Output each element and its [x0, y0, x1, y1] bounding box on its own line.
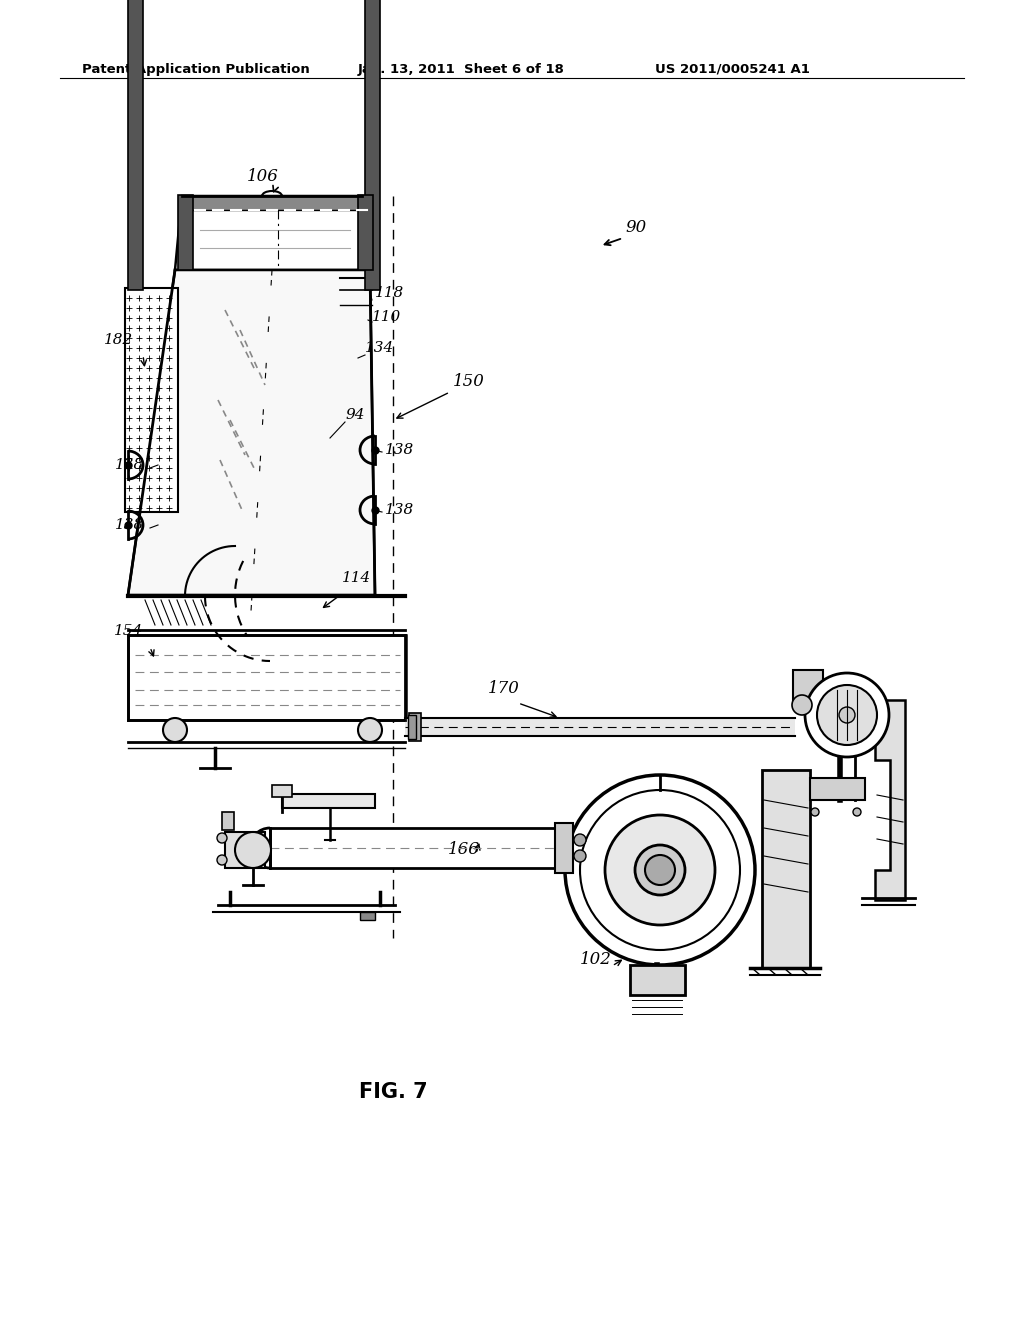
Bar	[365, 0, 380, 290]
Polygon shape	[128, 271, 375, 595]
Text: 182: 182	[103, 333, 133, 347]
Circle shape	[565, 775, 755, 965]
Bar	[810, 777, 865, 800]
Text: 150: 150	[453, 374, 485, 391]
Text: Jan. 13, 2011  Sheet 6 of 18: Jan. 13, 2011 Sheet 6 of 18	[358, 63, 565, 77]
Polygon shape	[175, 195, 370, 271]
Bar	[178, 195, 193, 271]
Circle shape	[234, 832, 271, 869]
Text: 118: 118	[375, 286, 404, 300]
Bar	[409, 713, 421, 741]
Circle shape	[792, 696, 812, 715]
Bar	[270, 828, 560, 869]
Circle shape	[645, 855, 675, 884]
Circle shape	[817, 685, 877, 744]
Bar	[282, 795, 375, 808]
Text: 166: 166	[449, 841, 480, 858]
Bar	[182, 195, 362, 210]
Circle shape	[839, 708, 855, 723]
Circle shape	[574, 850, 586, 862]
Text: 138: 138	[385, 503, 415, 517]
Circle shape	[811, 808, 819, 816]
Bar	[793, 671, 823, 700]
Bar	[358, 195, 373, 271]
Circle shape	[635, 845, 685, 895]
Text: 110: 110	[372, 310, 401, 323]
Bar	[272, 785, 292, 797]
Circle shape	[358, 718, 382, 742]
Text: 138: 138	[115, 458, 144, 473]
Text: 102: 102	[580, 950, 612, 968]
Polygon shape	[360, 912, 375, 920]
Bar	[762, 770, 810, 968]
Text: Patent Application Publication: Patent Application Publication	[82, 63, 309, 77]
Bar	[630, 965, 685, 995]
Text: 94: 94	[345, 408, 365, 422]
Text: 170: 170	[488, 680, 520, 697]
Bar	[408, 715, 416, 739]
Text: US 2011/0005241 A1: US 2011/0005241 A1	[655, 63, 810, 77]
Polygon shape	[874, 700, 905, 900]
Text: 134: 134	[365, 341, 394, 355]
Text: 90: 90	[625, 219, 646, 236]
Circle shape	[217, 833, 227, 843]
Bar	[125, 288, 178, 512]
Bar	[128, 635, 406, 719]
Circle shape	[574, 834, 586, 846]
Text: 154: 154	[114, 624, 143, 638]
Circle shape	[605, 814, 715, 925]
Text: 138: 138	[115, 517, 144, 532]
Text: FIG. 7: FIG. 7	[358, 1082, 427, 1102]
Bar	[225, 832, 265, 869]
Circle shape	[163, 718, 187, 742]
Text: 114: 114	[342, 572, 372, 585]
Bar	[555, 822, 573, 873]
Text: 106: 106	[247, 168, 279, 185]
Text: 138: 138	[385, 444, 415, 457]
Circle shape	[853, 808, 861, 816]
Bar	[128, 0, 143, 290]
Bar	[406, 718, 795, 737]
Bar	[222, 812, 234, 830]
Circle shape	[217, 855, 227, 865]
Circle shape	[805, 673, 889, 756]
